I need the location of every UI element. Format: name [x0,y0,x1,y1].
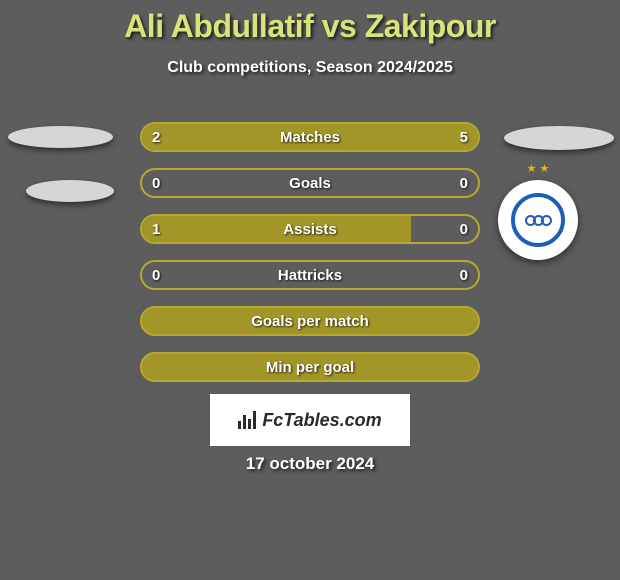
stat-row: Goals0 0 [140,168,480,198]
logo-text: FcTables.com [262,410,381,431]
stat-row: Matches2 5 [140,122,480,152]
date-label: 17 october 2024 [0,454,620,474]
team-left-ellipse-1 [8,126,113,148]
stat-row: Assists1 0 [140,214,480,244]
team-left-ellipse-2 [26,180,114,202]
stat-label: Assists [142,216,478,242]
stat-value-right: 0 [460,262,468,288]
stat-label: Goals [142,170,478,196]
stat-value-left: 2 [152,124,160,150]
site-logo: FcTables.com [210,394,410,446]
star-icon: ★ ★ [527,162,550,175]
stat-value-left: 0 [152,170,160,196]
team-right-ellipse [504,126,614,150]
bar-chart-icon [238,411,256,429]
stat-value-right: 0 [460,216,468,242]
stat-label: Min per goal [142,354,478,380]
stat-value-left: 0 [152,262,160,288]
stat-row: Goals per match [140,306,480,336]
stat-value-right: 0 [460,170,468,196]
stat-label: Hattricks [142,262,478,288]
stat-value-left: 1 [152,216,160,242]
stat-row: Hattricks0 0 [140,260,480,290]
subtitle: Club competitions, Season 2024/2025 [0,59,620,77]
stat-label: Matches [142,124,478,150]
stat-value-right: 5 [460,124,468,150]
crest-ring-icon [511,193,565,247]
stat-label: Goals per match [142,308,478,334]
page-title: Ali Abdullatif vs Zakipour [0,0,620,45]
stat-row: Min per goal [140,352,480,382]
stats-container: Matches25Goals00Assists10Hattricks00Goal… [140,122,480,398]
team-right-crest: ★ ★ [498,180,578,260]
